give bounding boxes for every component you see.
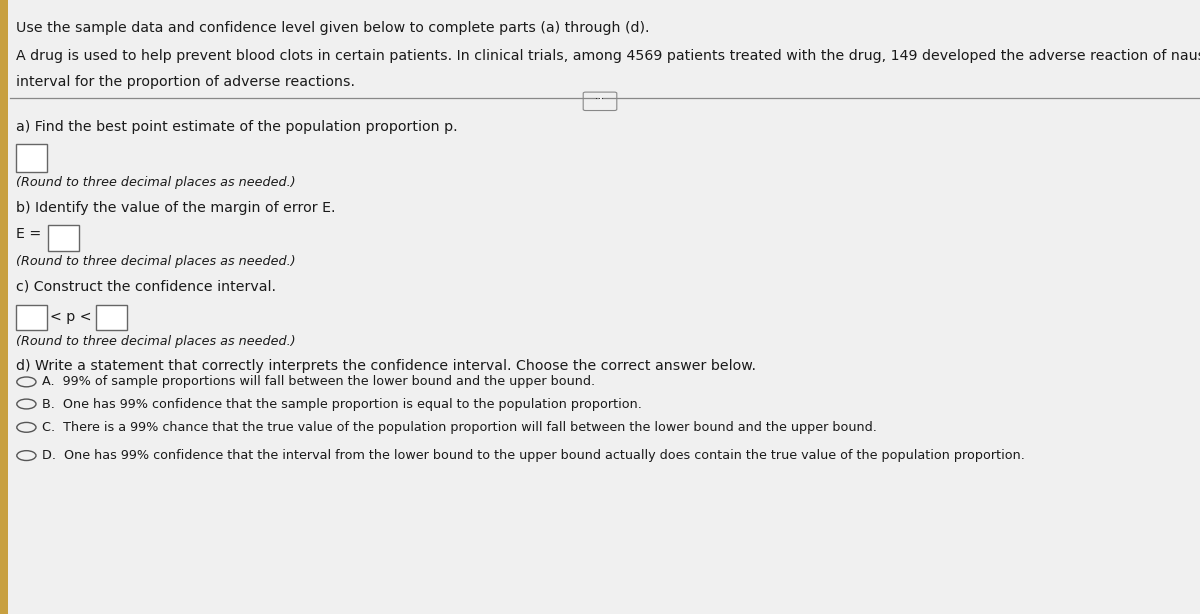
Text: D.  One has 99% confidence that the interval from the lower bound to the upper b: D. One has 99% confidence that the inter… [42, 449, 1025, 462]
Text: Use the sample data and confidence level given below to complete parts (a) throu: Use the sample data and confidence level… [16, 21, 649, 36]
Text: B.  One has 99% confidence that the sample proportion is equal to the population: B. One has 99% confidence that the sampl… [42, 397, 642, 411]
Text: d) Write a statement that correctly interprets the confidence interval. Choose t: d) Write a statement that correctly inte… [16, 359, 756, 373]
Text: E =: E = [16, 227, 41, 241]
Text: < p <: < p < [50, 310, 92, 324]
Text: (Round to three decimal places as needed.): (Round to three decimal places as needed… [16, 255, 295, 268]
Text: b) Identify the value of the margin of error E.: b) Identify the value of the margin of e… [16, 201, 335, 216]
Text: C.  There is a 99% chance that the true value of the population proportion will : C. There is a 99% chance that the true v… [42, 421, 877, 434]
Text: (Round to three decimal places as needed.): (Round to three decimal places as needed… [16, 335, 295, 348]
Text: A drug is used to help prevent blood clots in certain patients. In clinical tria: A drug is used to help prevent blood clo… [16, 49, 1200, 63]
Text: interval for the proportion of adverse reactions.: interval for the proportion of adverse r… [16, 75, 355, 89]
Text: ...: ... [595, 91, 605, 101]
Text: (Round to three decimal places as needed.): (Round to three decimal places as needed… [16, 176, 295, 188]
Text: a) Find the best point estimate of the population proportion p.: a) Find the best point estimate of the p… [16, 120, 457, 134]
Text: c) Construct the confidence interval.: c) Construct the confidence interval. [16, 279, 276, 293]
Text: A.  99% of sample proportions will fall between the lower bound and the upper bo: A. 99% of sample proportions will fall b… [42, 375, 595, 389]
